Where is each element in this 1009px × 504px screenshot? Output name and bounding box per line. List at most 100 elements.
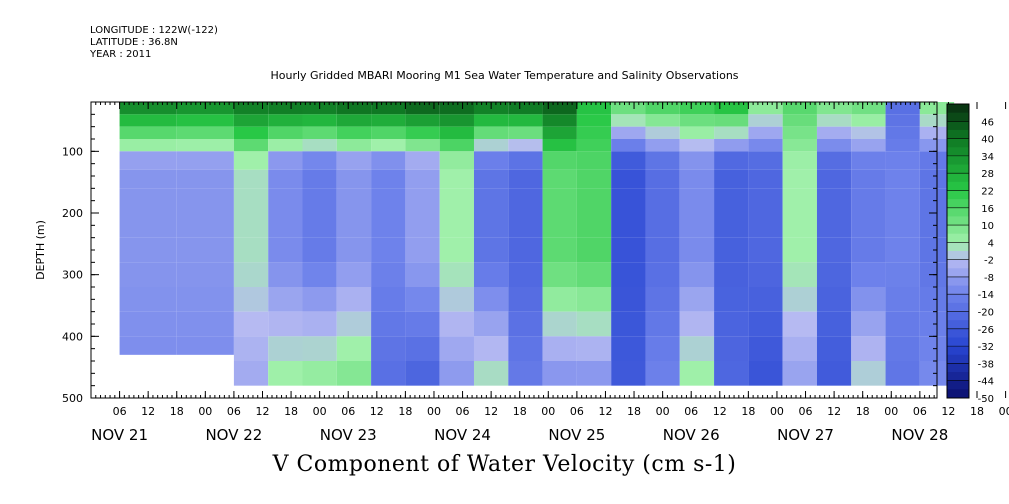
heatmap-cell bbox=[885, 336, 920, 361]
heatmap-cell bbox=[714, 169, 749, 189]
x-hour-tick-label: 12 bbox=[941, 405, 955, 418]
heatmap-cell bbox=[782, 139, 817, 152]
heatmap-cell bbox=[233, 126, 269, 139]
heatmap-cell bbox=[473, 188, 509, 213]
heatmap-cell bbox=[336, 213, 372, 238]
heatmap-cell bbox=[336, 139, 372, 152]
heatmap-cell bbox=[782, 213, 817, 238]
heatmap-cell bbox=[782, 361, 817, 386]
colorbar-tick-label: 46 bbox=[981, 117, 994, 128]
heatmap-cell bbox=[645, 311, 680, 337]
heatmap-cell bbox=[302, 213, 337, 238]
colorbar-swatch bbox=[947, 173, 969, 183]
heatmap-cell bbox=[782, 114, 817, 127]
colorbar-swatch bbox=[947, 164, 969, 174]
heatmap-cell bbox=[885, 151, 920, 170]
heatmap-cell bbox=[714, 114, 749, 127]
heatmap-cell bbox=[405, 126, 440, 139]
x-hour-tick-label: 00 bbox=[770, 405, 784, 418]
colorbar-swatch bbox=[947, 380, 969, 390]
heatmap-cell bbox=[851, 311, 886, 337]
heatmap-cell bbox=[714, 139, 749, 152]
x-hour-tick-label: 12 bbox=[141, 405, 155, 418]
heatmap-cell bbox=[371, 151, 406, 170]
colorbar-tick-label: 22 bbox=[981, 186, 994, 197]
heatmap-cell bbox=[336, 151, 372, 170]
heatmap-cell bbox=[748, 126, 783, 139]
x-hour-tick-label: 18 bbox=[627, 405, 641, 418]
heatmap-cell bbox=[119, 169, 177, 189]
heatmap-cell bbox=[439, 287, 474, 312]
heatmap-cell bbox=[782, 151, 817, 170]
colorbar-tick-label: -8 bbox=[984, 273, 994, 284]
heatmap-cell bbox=[473, 169, 509, 189]
x-hour-tick-label: 18 bbox=[398, 405, 412, 418]
heatmap-cell bbox=[782, 287, 817, 312]
heatmap-cell bbox=[405, 237, 440, 263]
heatmap-cell bbox=[542, 102, 577, 115]
heatmap-cell bbox=[714, 262, 749, 287]
x-hour-tick-label: 18 bbox=[856, 405, 870, 418]
colorbar-swatch bbox=[947, 129, 969, 140]
heatmap-cell bbox=[336, 102, 372, 115]
heatmap-cell bbox=[611, 102, 646, 115]
heatmap-cell bbox=[816, 126, 852, 139]
x-hour-tick-label: 06 bbox=[570, 405, 584, 418]
heatmap-cell bbox=[816, 188, 852, 213]
heatmap-cell bbox=[233, 151, 269, 170]
heatmap-cell bbox=[885, 126, 920, 139]
x-hour-tick-label: 06 bbox=[684, 405, 698, 418]
heatmap-cell bbox=[714, 151, 749, 170]
colorbar-swatch bbox=[947, 346, 969, 356]
heatmap-cell bbox=[439, 114, 474, 127]
x-hour-tick-label: 00 bbox=[656, 405, 670, 418]
heatmap-cell bbox=[119, 262, 177, 287]
colorbar-swatch bbox=[947, 190, 969, 200]
colorbar-swatch bbox=[947, 225, 969, 235]
heatmap-cell bbox=[816, 151, 852, 170]
heatmap-cell bbox=[885, 213, 920, 238]
heatmap-cell bbox=[714, 311, 749, 337]
heatmap-cell bbox=[576, 151, 612, 170]
heatmap-cell bbox=[508, 262, 543, 287]
heatmap-cell bbox=[611, 151, 646, 170]
heatmap-cell bbox=[268, 188, 303, 213]
heatmap-cell bbox=[851, 139, 886, 152]
colorbar-swatch bbox=[947, 121, 969, 131]
heatmap-cell bbox=[782, 262, 817, 287]
y-tick-label: 300 bbox=[62, 269, 83, 282]
x-hour-tick-label: 18 bbox=[741, 405, 755, 418]
heatmap-cell bbox=[748, 311, 783, 337]
y-tick-label: 200 bbox=[62, 207, 83, 220]
heatmap-cell bbox=[782, 126, 817, 139]
colorbar-swatch bbox=[947, 372, 969, 382]
heatmap-cell bbox=[816, 287, 852, 312]
heatmap-cell bbox=[714, 361, 749, 386]
heatmap-cell bbox=[851, 237, 886, 263]
heatmap-cell bbox=[885, 114, 920, 127]
colorbar-tick-label: -32 bbox=[978, 342, 994, 353]
heatmap-cell bbox=[439, 151, 474, 170]
heatmap-cell bbox=[268, 262, 303, 287]
heatmap-cell bbox=[679, 361, 715, 386]
colorbar-swatch bbox=[947, 207, 969, 217]
y-tick-label: 500 bbox=[62, 392, 83, 405]
heatmap-cell bbox=[233, 213, 269, 238]
heatmap-cell bbox=[611, 139, 646, 152]
heatmap-cell bbox=[851, 102, 886, 115]
heatmap-cell bbox=[782, 336, 817, 361]
heatmap-cell bbox=[679, 102, 715, 115]
x-hour-tick-label: 00 bbox=[999, 405, 1009, 418]
x-axis-label: V Component of Water Velocity (cm s-1) bbox=[272, 452, 737, 477]
heatmap-cell bbox=[508, 213, 543, 238]
heatmap-cell bbox=[885, 169, 920, 189]
heatmap-cells bbox=[119, 102, 955, 386]
heatmap-cell bbox=[816, 262, 852, 287]
heatmap-cell bbox=[542, 213, 577, 238]
heatmap-cell bbox=[542, 114, 577, 127]
heatmap-cell bbox=[508, 188, 543, 213]
heatmap-cell bbox=[302, 361, 337, 386]
heatmap-cell bbox=[405, 262, 440, 287]
heatmap-cell bbox=[714, 188, 749, 213]
heatmap-cell bbox=[336, 262, 372, 287]
